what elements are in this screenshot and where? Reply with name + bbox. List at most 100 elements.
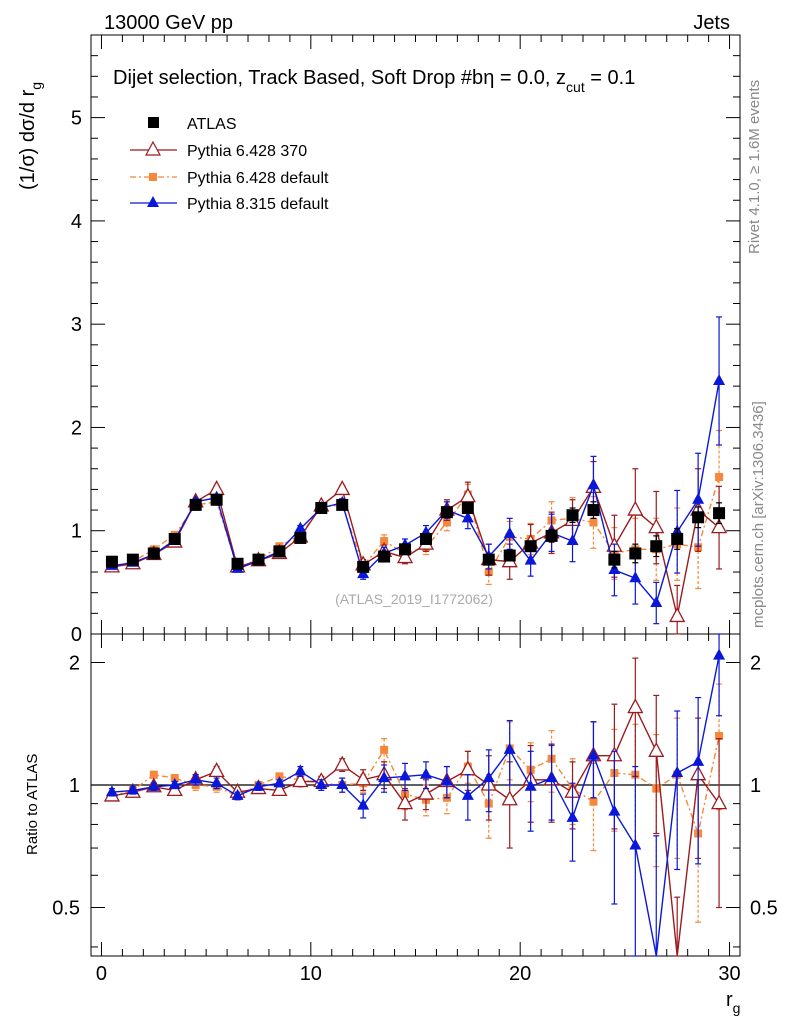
legend-p6-370-label: Pythia 6.428 370 [187,143,307,160]
atlas-point [378,550,391,563]
atlas-point [608,553,621,566]
p6-default-point [380,745,389,754]
main-y-tick-label: 0 [71,624,82,646]
p8-point [126,783,139,795]
p8-point [294,764,307,776]
atlas-point [440,506,453,519]
atlas-point [168,532,181,545]
p6-370-point [334,480,351,496]
p6-default-point [715,731,724,740]
legend: ATLAS Pythia 6.428 370 Pythia 6.428 defa… [130,116,329,213]
legend-p8-marker [147,196,159,207]
atlas-point [294,531,307,544]
p8-point [482,771,495,783]
atlas-point [461,502,474,515]
p8-point [357,798,370,810]
p8-point [336,777,349,789]
p8-point [713,373,726,385]
atlas-point [545,529,558,542]
x-tick-label: 0 [96,963,107,985]
ratio-y-tick-label: 1 [69,775,80,797]
p8-point [650,596,663,608]
energy-label: 13000 GeV pp [104,12,233,34]
main-title: Dijet selection, Track Based, Soft Drop … [113,67,635,95]
rivet-label: Rivet 4.1.0, ≥ 1.6M events [746,80,763,254]
main-series-group [103,316,728,635]
p8-point [524,779,537,791]
p6-370-point [459,487,476,503]
ratio-y-tick-label: 0.5 [52,897,80,919]
p6_370-series-line [111,705,720,957]
p8-point [461,788,474,800]
ratio-series-group [103,633,728,957]
ratio-y-tick-label: 2 [69,653,80,675]
atlas-point [105,555,118,568]
atlas-point [357,560,370,573]
legend-atlas-marker [148,117,159,128]
p8-point [671,766,684,778]
atlas-point [252,553,265,566]
atlas-point [629,547,642,560]
ratio-y-tick-label-right: 0.5 [750,897,778,919]
p8-point [168,777,181,789]
p8-point [587,748,600,760]
x-axis-label: rg [726,989,740,1016]
x-tick-label: 30 [718,963,740,985]
p8-series-line [111,655,720,957]
p8-point [713,648,726,660]
p6-default-point [715,473,724,482]
p6-370-point [396,548,414,564]
atlas-point [315,502,328,515]
p8-point [294,521,307,533]
p6-default-point [442,518,451,527]
main-y-tick-label: 3 [71,314,82,336]
atlas-point [399,543,412,556]
p6-370-point [417,784,435,800]
atlas-point [273,545,286,558]
p8-point [587,478,600,490]
p6-370-point [669,607,686,623]
p6-370-point [501,790,518,806]
atlas-point [126,553,139,566]
p8-point [545,771,558,783]
x-tick-label: 20 [509,963,531,985]
p6-default-point [380,537,389,546]
main-y-tick-label: 4 [71,211,82,233]
main-y-tick-label: 1 [71,521,82,543]
legend-p6-370-marker [144,140,162,156]
atlas-point [336,498,349,511]
p8-point [629,838,642,850]
mcplots-label: mcplots.cern.ch [arXiv:1306.3436] [750,401,767,628]
p6-370-point [459,760,476,776]
atlas-point [650,540,663,553]
ratio-panel-frame [90,633,741,957]
p8-point [566,810,579,822]
ratio-y-tick-label-right: 1 [750,775,761,797]
legend-p6-default-label: Pythia 6.428 default [187,170,329,187]
atlas-point [671,532,684,545]
main-ylabel: (1/σ) dσ/d rg [17,82,44,190]
p8-point [608,804,621,816]
p8-point [524,553,537,565]
p6_default-series-line [111,476,720,574]
p6-370-point [648,741,665,757]
ratio-y-tick-label-right: 2 [750,653,761,675]
p8-point [692,754,705,766]
p6-370-point [627,500,644,516]
p6-370-point [271,781,288,797]
p8-point [252,779,265,791]
p8-point [503,742,516,754]
atlas-point [503,549,516,562]
process-label: Jets [693,12,730,34]
p6-370-point [355,770,372,786]
p6-370-point [710,794,728,810]
p6-370-point [627,698,644,714]
p6-default-point [589,518,598,527]
p6-370-point [292,772,309,788]
x-tick-label: 10 [300,963,322,985]
p6-370-point [710,518,728,534]
main-y-tick-label: 5 [71,108,82,130]
atlas-point [147,547,160,560]
atlas-point [566,509,579,522]
